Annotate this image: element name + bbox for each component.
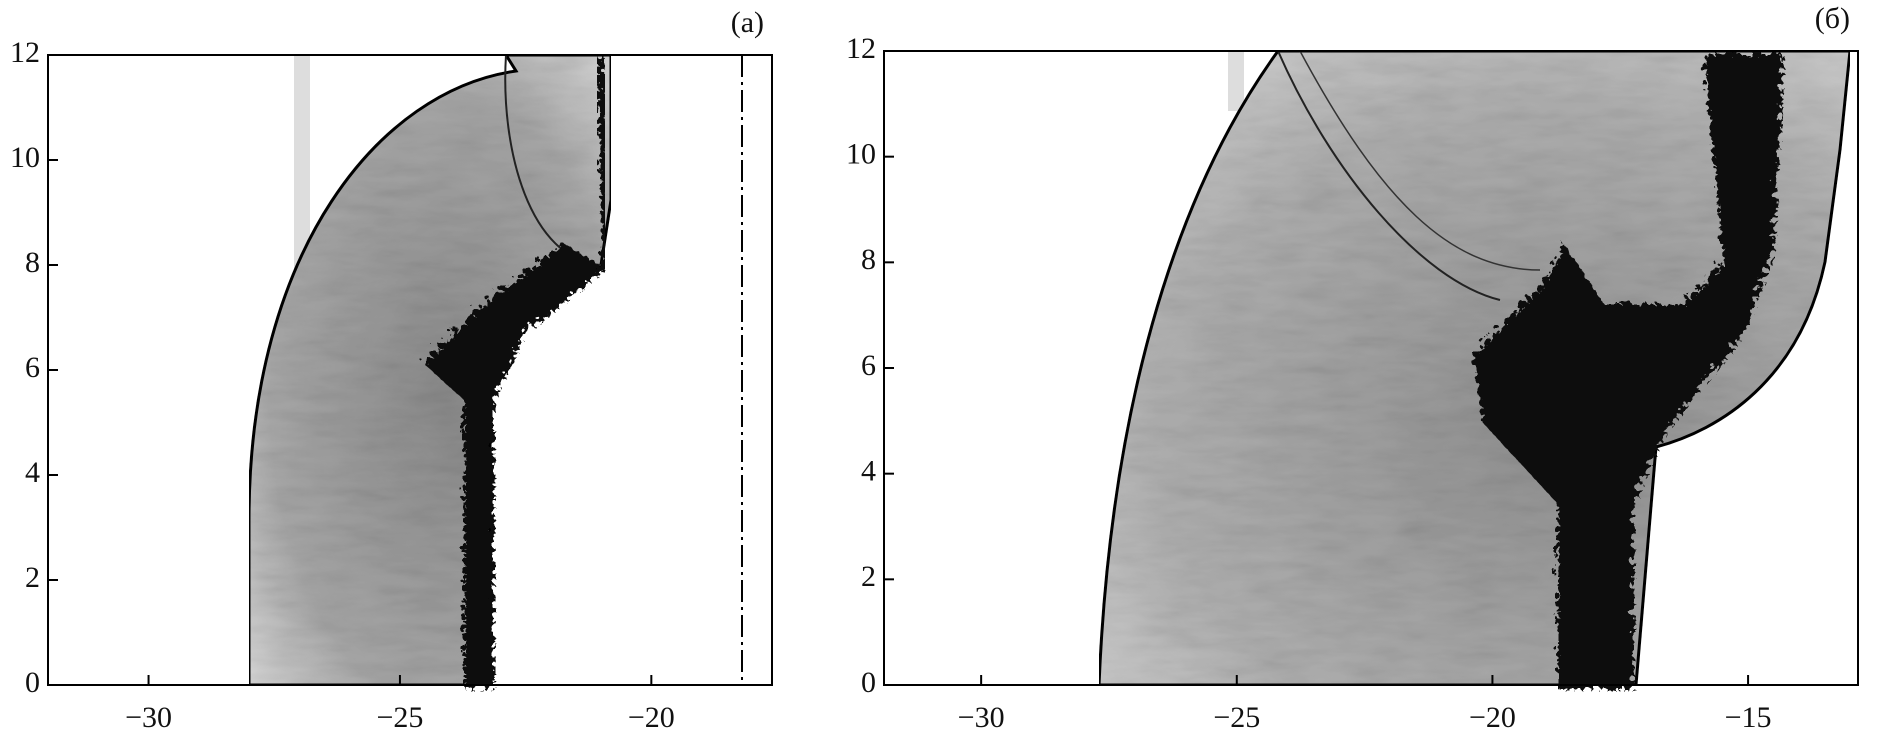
y-tick-label: 4 [25, 456, 40, 489]
y-tick-label: 2 [861, 560, 876, 593]
y-tick-label: 4 [861, 455, 876, 488]
y-tick-label: 2 [25, 561, 40, 594]
y-tick-label: 8 [25, 246, 40, 279]
y-tick-label: 10 [10, 141, 40, 174]
x-tick-label: −30 [958, 701, 1005, 734]
panel-label: (a) [731, 6, 764, 39]
field-a [247, 53, 743, 687]
y-tick-label: 6 [861, 349, 876, 382]
y-tick-label: 0 [861, 666, 876, 699]
field-b [1097, 49, 1852, 687]
panel-label: (б) [1815, 2, 1850, 35]
y-tick-label: 12 [846, 32, 876, 65]
y-tick-label: 10 [846, 138, 876, 171]
y-tick-label: 8 [861, 243, 876, 276]
x-tick-label: −15 [1725, 701, 1772, 734]
x-tick-label: −20 [628, 701, 675, 734]
x-tick-label: −30 [125, 701, 172, 734]
y-tick-label: 6 [25, 351, 40, 384]
x-tick-label: −25 [376, 701, 423, 734]
y-tick-label: 12 [10, 36, 40, 69]
x-tick-label: −25 [1213, 701, 1260, 734]
y-tick-label: 0 [25, 666, 40, 699]
x-tick-label: −20 [1469, 701, 1516, 734]
